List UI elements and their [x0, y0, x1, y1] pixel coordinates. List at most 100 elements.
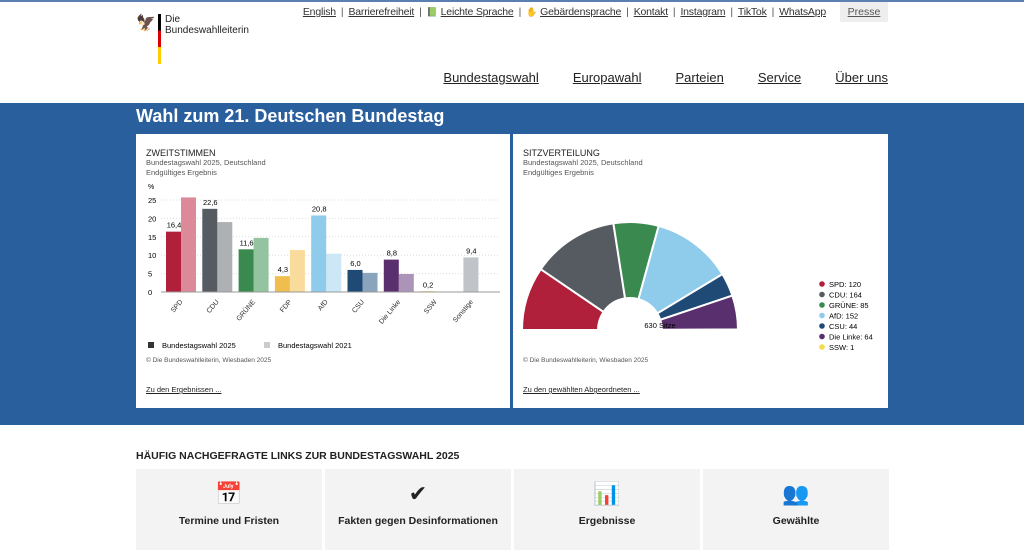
presse-button[interactable]: Presse — [840, 2, 888, 22]
data-label: 20,8 — [312, 204, 327, 213]
checkmark-icon: ✔ — [408, 481, 428, 506]
link-barrierefreiheit[interactable]: Barrierefreiheit — [348, 6, 415, 18]
card-subtitle: Bundestagswahl 2025, Deutschland — [146, 158, 266, 167]
y-tick-label: 10 — [148, 251, 156, 260]
card-title: SITZVERTEILUNG — [523, 148, 600, 158]
card-status: Endgültiges Ergebnis — [523, 168, 594, 177]
nav-europawahl[interactable]: Europawahl — [572, 70, 642, 85]
y-axis-label: % — [148, 184, 154, 191]
legend-swatch — [148, 342, 154, 348]
x-tick-label: Sonstige — [452, 299, 475, 324]
copyright: © Die Bundeswahlleiterin, Wiesbaden 2025 — [523, 357, 649, 364]
x-tick-label: FDP — [279, 299, 294, 314]
legend-label: SPD: 120 — [829, 280, 861, 289]
legend-dot — [819, 312, 825, 319]
nav-ueber-uns[interactable]: Über uns — [835, 70, 888, 85]
x-tick-label: SSW — [423, 298, 439, 315]
legend-label: GRÜNE: 85 — [829, 301, 869, 310]
results-band: Wahl zum 21. Deutschen Bundestag ZWEITST… — [0, 103, 1024, 425]
link-leichte-sprache[interactable]: Leichte Sprache — [440, 6, 514, 18]
tile-label: Ergebnisse — [578, 515, 636, 527]
link-english[interactable]: English — [302, 6, 336, 18]
legend-dot — [819, 302, 825, 308]
y-tick-label: 15 — [148, 233, 156, 242]
tile-ergebnisse[interactable]: 📊 Ergebnisse — [514, 469, 700, 550]
top-border — [0, 0, 1024, 2]
bar-2021 — [398, 273, 414, 292]
legend-swatch — [264, 342, 270, 348]
bar-2025 — [274, 276, 290, 292]
data-label: 6,0 — [350, 259, 360, 268]
data-label: 9,4 — [466, 246, 476, 255]
data-label: 0,2 — [423, 280, 433, 289]
bar-2021 — [181, 197, 196, 292]
legend-label: Bundestagswahl 2021 — [278, 341, 352, 350]
nav-bundestagswahl[interactable]: Bundestagswahl — [443, 70, 539, 85]
data-label: 11,6 — [240, 238, 254, 247]
seat-slice-ssw — [660, 328, 740, 331]
y-tick-label: 5 — [148, 270, 152, 279]
nav-parteien[interactable]: Parteien — [675, 70, 724, 85]
legend-label: CSU: 44 — [829, 322, 857, 331]
bar-2025 — [463, 257, 479, 292]
tile-fakten[interactable]: ✔ Fakten gegen Desinformationen — [325, 469, 511, 550]
eagle-icon: 🦅 — [136, 15, 156, 32]
link-tiktok[interactable]: TikTok — [737, 6, 767, 18]
x-tick-label: CSU — [351, 299, 366, 315]
link-instagram[interactable]: Instagram — [680, 6, 726, 18]
card-subtitle: Bundestagswahl 2025, Deutschland — [523, 158, 643, 167]
bar-2025 — [166, 231, 181, 292]
bar-chart-icon: 📊 — [593, 481, 621, 506]
logo-line1: Die — [165, 14, 181, 25]
tile-label: Fakten gegen Desinformationen — [338, 515, 498, 527]
logo-line2: Bundeswahlleiterin — [165, 25, 249, 36]
tile-gewaehlte[interactable]: 👥 Gewählte — [703, 469, 889, 550]
legend-label: CDU: 164 — [829, 291, 862, 300]
data-label: 4,3 — [278, 265, 288, 274]
zweitstimmen-card: ZWEITSTIMMEN Bundestagswahl 2025, Deutsc… — [136, 134, 510, 408]
y-tick-label: 20 — [148, 214, 156, 223]
results-link[interactable]: Zu den Ergebnissen ... — [146, 385, 222, 394]
logo[interactable]: 🦅 Die Bundeswahlleiterin — [136, 14, 249, 64]
nav-service[interactable]: Service — [757, 70, 802, 85]
bar-2025 — [383, 259, 399, 292]
y-tick-label: 0 — [148, 288, 152, 297]
link-kontakt[interactable]: Kontakt — [633, 6, 668, 18]
seat-slice-cdu — [539, 222, 627, 314]
book-icon: 📗 — [426, 6, 438, 17]
data-label: 8,8 — [387, 249, 397, 258]
bar-2025 — [238, 249, 254, 292]
tile-label: Termine und Fristen — [178, 515, 280, 527]
bar-2021 — [362, 272, 378, 292]
link-whatsapp[interactable]: WhatsApp — [779, 6, 826, 18]
legend-dot — [819, 344, 825, 350]
calendar-icon: 📅 — [215, 481, 243, 506]
users-icon: 👥 — [782, 481, 810, 506]
data-label: 16,4 — [167, 221, 182, 230]
page-title: Wahl zum 21. Deutschen Bundestag — [136, 106, 445, 126]
legend-label: AfD: 152 — [829, 312, 858, 321]
bar-2021 — [289, 250, 305, 292]
bar-2021 — [253, 237, 269, 292]
meta-nav: English | Barrierefreiheit | 📗 Leichte Spra… — [302, 6, 826, 18]
tile-termine[interactable]: 📅 Termine und Fristen — [136, 469, 322, 550]
sitzverteilung-card: SITZVERTEILUNG Bundestagswahl 2025, Deut… — [513, 134, 888, 408]
x-tick-label: GRÜNE — [235, 298, 258, 323]
x-tick-label: AfD — [317, 299, 330, 312]
x-tick-label: CDU — [206, 299, 221, 315]
bar-2025 — [311, 215, 327, 292]
faq-tiles: 📅 Termine und Fristen ✔ Fakten gegen Desin… — [136, 469, 889, 550]
main-nav: Bundestagswahl Europawahl Parteien Servi… — [443, 70, 888, 85]
mandates-link[interactable]: Zu den gewählten Abgeordneten ... — [523, 385, 640, 394]
legend-dot — [819, 323, 825, 329]
link-gebaerdensprache[interactable]: Gebärdensprache — [540, 6, 622, 18]
card-title: ZWEITSTIMMEN — [146, 148, 216, 158]
bar-2025 — [202, 208, 218, 292]
faq-heading: HÄUFIG NACHGEFRAGTE LINKS ZUR BUNDESTAGS… — [136, 450, 460, 462]
bar-2021 — [217, 222, 233, 292]
hand-icon: ✋ — [526, 6, 538, 17]
legend-dot — [819, 333, 825, 340]
legend-label: Die Linke: 64 — [829, 333, 873, 342]
bar-chart: % 0 5 10 15 20 25 16,4 SPD 22,6 CDU 11,6 GRÜNE 4,3 FDP… — [148, 184, 500, 350]
x-tick-label: Die Linke — [378, 299, 402, 326]
